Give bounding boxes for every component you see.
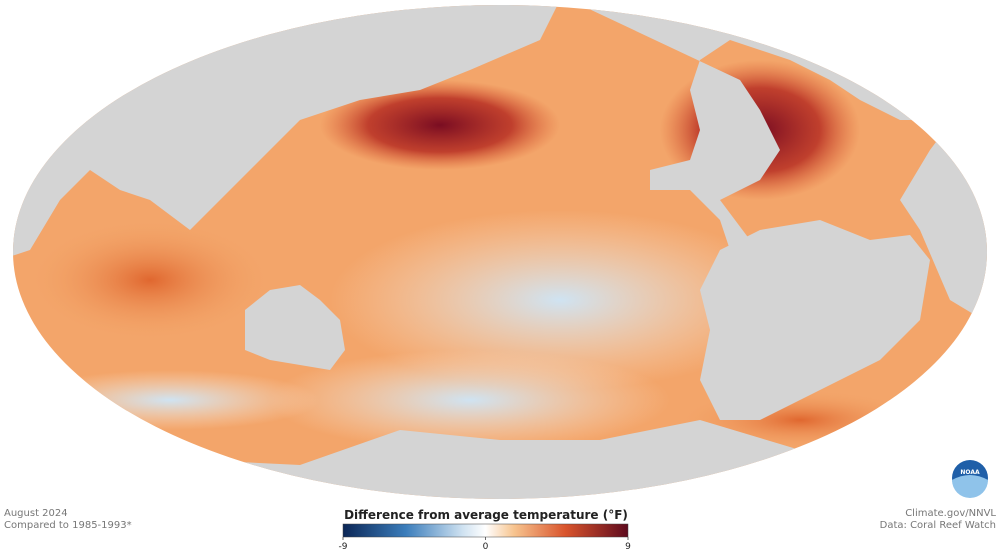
warm-anomaly: [30, 220, 270, 340]
tick-label: -9: [339, 542, 348, 552]
colorbar: [342, 523, 629, 538]
warm-anomaly: [320, 80, 560, 170]
cool-anomaly: [330, 210, 790, 390]
date: August 2024: [4, 508, 68, 519]
south-america: [700, 220, 930, 420]
noaa-logo: NOAA: [952, 460, 988, 498]
antarctica: [13, 420, 987, 499]
colorbar-ticks: -9 0 9: [339, 537, 631, 552]
legend-title: Difference from average temperature (°F): [344, 508, 628, 522]
logo-text: NOAA: [960, 469, 980, 476]
tick-label: 9: [625, 542, 631, 552]
source: Climate.gov/NNVL: [905, 508, 996, 519]
australia: [245, 285, 345, 370]
logo-wave: [952, 475, 988, 498]
data-credit: Data: Coral Reef Watch: [880, 520, 996, 531]
cool-anomaly: [270, 350, 670, 450]
cool-anomaly: [20, 370, 320, 430]
tick-label: 0: [483, 542, 489, 552]
baseline: Compared to 1985-1993*: [4, 520, 132, 531]
